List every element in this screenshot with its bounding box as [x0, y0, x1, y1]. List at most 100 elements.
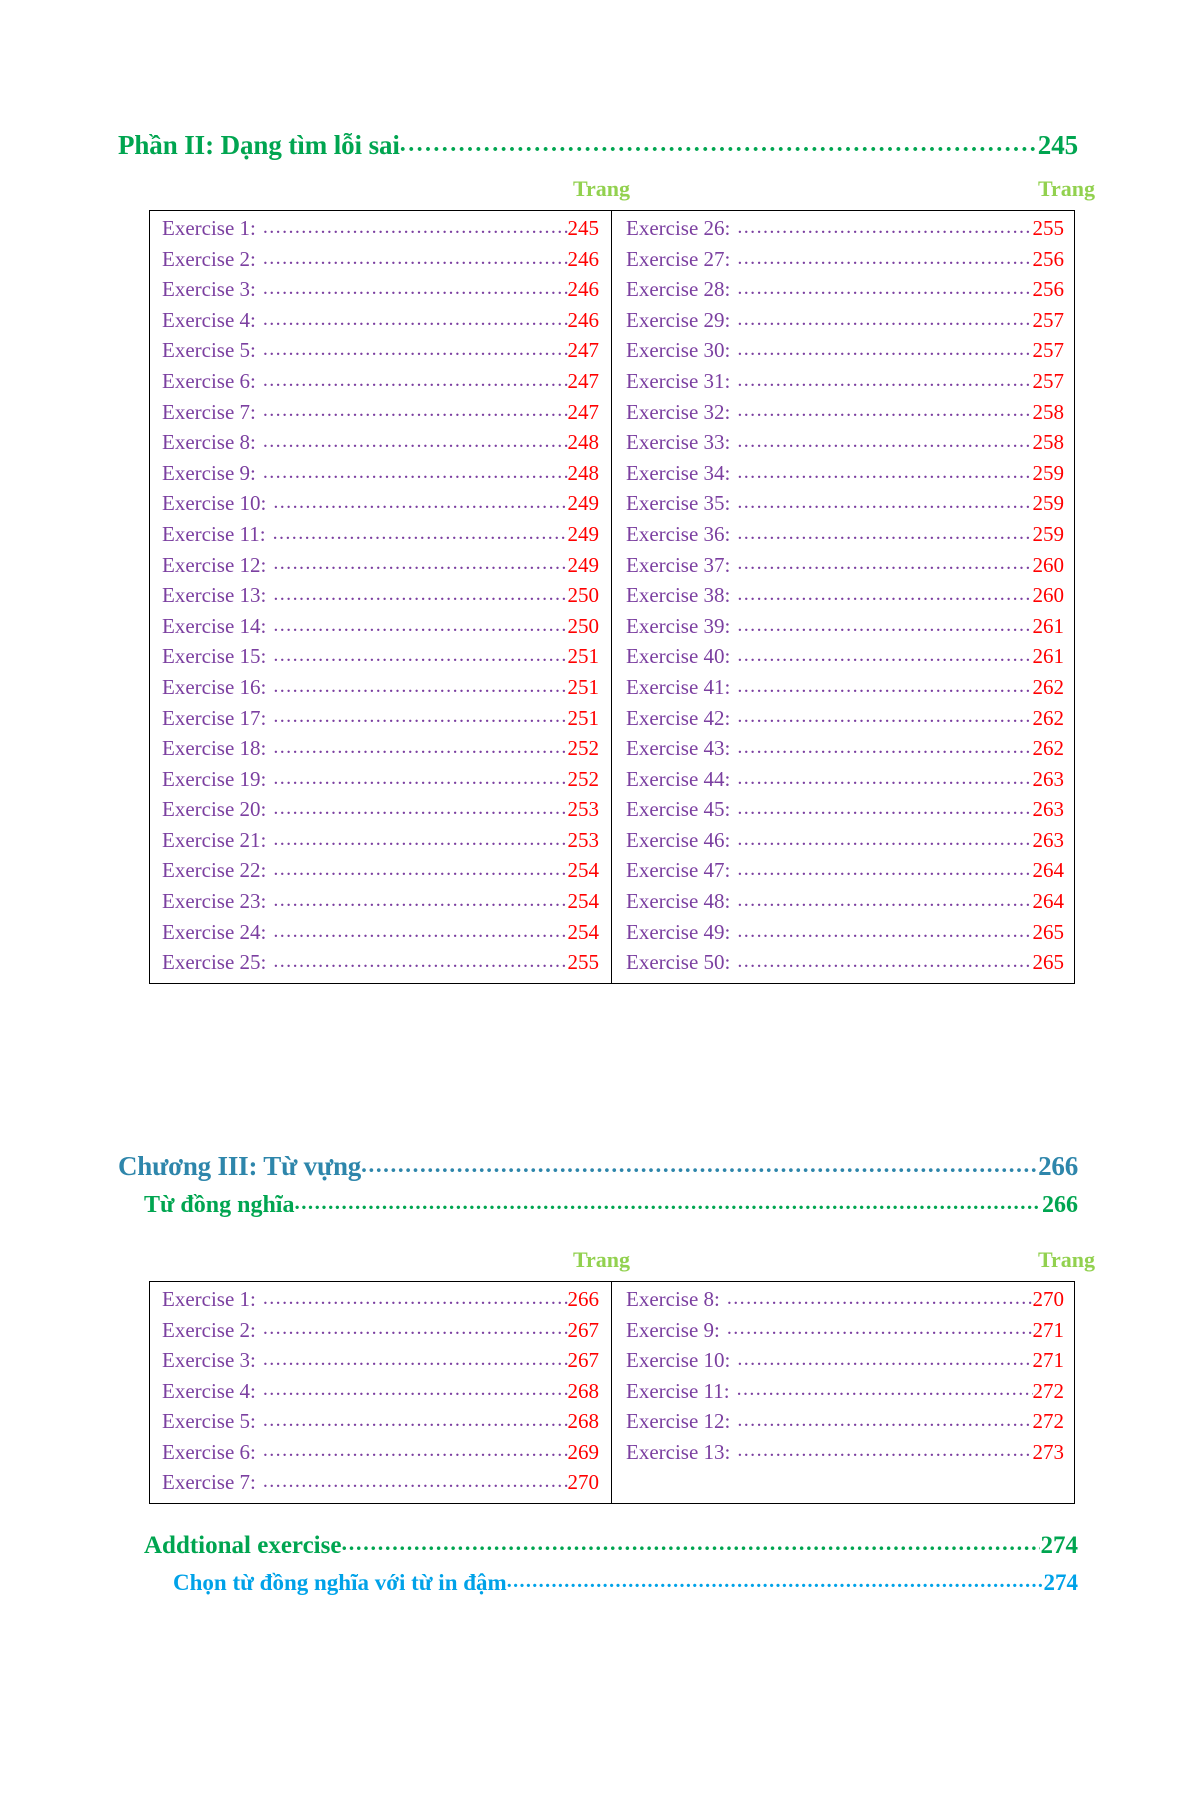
- exercise-row[interactable]: Exercise 37: 260: [626, 551, 1064, 582]
- dot-leader: [730, 519, 1032, 549]
- exercise-label: Exercise 30:: [626, 338, 731, 363]
- exercise-row[interactable]: Exercise 17: 251: [162, 704, 599, 735]
- dot-leader: [730, 427, 1032, 457]
- exercise-row[interactable]: Exercise 8: 270: [626, 1285, 1064, 1316]
- exercise-row[interactable]: Exercise 29: 257: [626, 306, 1064, 337]
- exercise-row[interactable]: Exercise 1: 245: [162, 214, 599, 245]
- exercise-row[interactable]: Exercise 31: 257: [626, 367, 1064, 398]
- exercise-row[interactable]: Exercise 39: 261: [626, 612, 1064, 643]
- dot-leader: [730, 488, 1032, 518]
- exercise-row[interactable]: Exercise 49: 265: [626, 918, 1064, 949]
- exercise-row[interactable]: Exercise 5: 268: [162, 1407, 599, 1438]
- exercise-row[interactable]: Exercise 20: 253: [162, 795, 599, 826]
- exercise-row[interactable]: Exercise 9: 248: [162, 459, 599, 490]
- heading-chon-tu-dong-nghia[interactable]: Chọn từ đồng nghĩa với từ in đậm 274: [173, 1570, 1078, 1596]
- exercise-row[interactable]: Exercise 13: 273: [626, 1438, 1064, 1469]
- exercise-row[interactable]: Exercise 16: 251: [162, 673, 599, 704]
- exercise-row[interactable]: Exercise 28: 256: [626, 275, 1064, 306]
- exercise-page-number: 262: [1032, 736, 1065, 761]
- exercise-row[interactable]: Exercise 38: 260: [626, 581, 1064, 612]
- exercise-row[interactable]: Exercise 2: 267: [162, 1316, 599, 1347]
- exercise-row[interactable]: Exercise 4: 268: [162, 1377, 599, 1408]
- exercise-row[interactable]: Exercise 50: 265: [626, 948, 1064, 979]
- exercise-row[interactable]: Exercise 33: 258: [626, 428, 1064, 459]
- exercise-page-number: 251: [567, 705, 600, 730]
- exercise-row[interactable]: Exercise 47: 264: [626, 856, 1064, 887]
- exercise-page-number: 267: [567, 1317, 600, 1342]
- heading-phan-ii[interactable]: Phần II: Dạng tìm lỗi sai 245: [118, 130, 1078, 161]
- exercise-row[interactable]: Exercise 7: 270: [162, 1468, 599, 1499]
- exercise-row[interactable]: Exercise 26: 255: [626, 214, 1064, 245]
- dot-leader: [266, 580, 567, 610]
- exercise-row[interactable]: Exercise 41: 262: [626, 673, 1064, 704]
- exercise-row[interactable]: Exercise 3: 267: [162, 1346, 599, 1377]
- exercise-row[interactable]: Exercise 10: 249: [162, 489, 599, 520]
- heading-tu-dong-nghia-label: Từ đồng nghĩa: [144, 1192, 295, 1218]
- heading-addtional-exercise[interactable]: Addtional exercise 274: [144, 1532, 1078, 1560]
- exercise-row[interactable]: Exercise 44: 263: [626, 765, 1064, 796]
- exercise-row[interactable]: Exercise 1: 266: [162, 1285, 599, 1316]
- exercise-row[interactable]: Exercise 23: 254: [162, 887, 599, 918]
- exercise-row[interactable]: Exercise 27: 256: [626, 245, 1064, 276]
- dot-leader: [266, 488, 567, 518]
- exercise-row[interactable]: Exercise 15: 251: [162, 642, 599, 673]
- dot-leader: [266, 519, 568, 549]
- exercise-label: Exercise 26:: [626, 216, 731, 240]
- exercise-page-number: 273: [1032, 1439, 1065, 1464]
- exercise-page-number: 266: [567, 1287, 600, 1311]
- exercise-row[interactable]: Exercise 10: 271: [626, 1346, 1064, 1377]
- exercise-row[interactable]: Exercise 4: 246: [162, 306, 599, 337]
- exercise-row[interactable]: Exercise 5: 247: [162, 336, 599, 367]
- exercise-row[interactable]: Exercise 48: 264: [626, 887, 1064, 918]
- exercise-row[interactable]: Exercise 6: 269: [162, 1438, 599, 1469]
- exercise-row[interactable]: Exercise 6: 247: [162, 367, 599, 398]
- exercise-row[interactable]: Exercise 32: 258: [626, 398, 1064, 429]
- exercise-page-number: 268: [567, 1409, 600, 1433]
- exercise-row[interactable]: Exercise 36: 259: [626, 520, 1064, 551]
- exercise-row[interactable]: Exercise 24: 254: [162, 918, 599, 949]
- exercise-row[interactable]: Exercise 42: 262: [626, 704, 1064, 735]
- exercise-table-phan-ii: Exercise 1: 245 Exercise 2: 246 Exercise 3: 2…: [149, 210, 1075, 984]
- exercise-row[interactable]: Exercise 25: 255: [162, 948, 599, 979]
- exercise-label: Exercise 5:: [162, 1409, 256, 1433]
- exercise-row[interactable]: Exercise 34: 259: [626, 459, 1064, 490]
- exercise-label: Exercise 15:: [162, 644, 267, 669]
- exercise-row[interactable]: Exercise 3: 246: [162, 275, 599, 306]
- exercise-row[interactable]: Exercise 19: 252: [162, 765, 599, 796]
- dot-leader: [730, 947, 1032, 977]
- exercise-row[interactable]: Exercise 14: 250: [162, 612, 599, 643]
- exercise-row[interactable]: Exercise 12: 249: [162, 551, 599, 582]
- exercise-row[interactable]: Exercise 21: 253: [162, 826, 599, 857]
- exercise-row[interactable]: Exercise 46: 263: [626, 826, 1064, 857]
- heading-tu-dong-nghia[interactable]: Từ đồng nghĩa 266: [144, 1192, 1078, 1219]
- exercise-row[interactable]: Exercise 8: 248: [162, 428, 599, 459]
- exercise-row[interactable]: Exercise 12: 272: [626, 1407, 1064, 1438]
- exercise-label: Exercise 37:: [626, 552, 731, 577]
- exercise-row[interactable]: Exercise 22: 254: [162, 856, 599, 887]
- exercise-row[interactable]: Exercise 11: 272: [626, 1377, 1064, 1408]
- exercise-row[interactable]: Exercise 11: 249: [162, 520, 599, 551]
- exercise-label: Exercise 32:: [626, 399, 731, 424]
- exercise-label: Exercise 13:: [626, 1439, 731, 1464]
- exercise-label: Exercise 11:: [162, 521, 266, 546]
- exercise-label: Exercise 13:: [162, 583, 267, 608]
- exercise-label: Exercise 1:: [162, 216, 256, 240]
- exercise-row[interactable]: Exercise 45: 263: [626, 795, 1064, 826]
- exercise-row[interactable]: Exercise 40: 261: [626, 642, 1064, 673]
- exercise-label: Exercise 4:: [162, 307, 256, 332]
- exercise-label: Exercise 24:: [162, 919, 267, 944]
- dot-leader: [266, 825, 567, 855]
- exercise-row[interactable]: Exercise 30: 257: [626, 336, 1064, 367]
- exercise-row[interactable]: Exercise 9: 271: [626, 1316, 1064, 1347]
- exercise-row[interactable]: Exercise 13: 250: [162, 581, 599, 612]
- heading-chuong-iii[interactable]: Chương III: Từ vựng 266: [118, 1151, 1078, 1182]
- heading-addtional-exercise-page: 274: [1040, 1532, 1079, 1559]
- exercise-row[interactable]: Exercise 43: 262: [626, 734, 1064, 765]
- exercise-row[interactable]: Exercise 2: 246: [162, 245, 599, 276]
- exercise-page-number: 249: [567, 521, 600, 546]
- exercise-row[interactable]: Exercise 35: 259: [626, 489, 1064, 520]
- exercise-label: Exercise 17:: [162, 705, 267, 730]
- exercise-row[interactable]: Exercise 18: 252: [162, 734, 599, 765]
- exercise-label: Exercise 48:: [626, 889, 731, 914]
- exercise-row[interactable]: Exercise 7: 247: [162, 398, 599, 429]
